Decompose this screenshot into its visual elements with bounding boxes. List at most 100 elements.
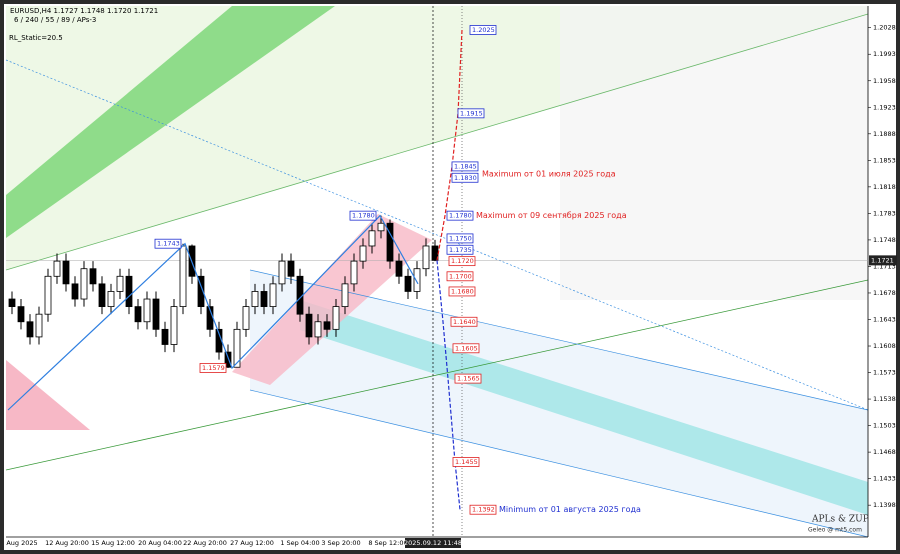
watermark-site: Geleo @ mt5.com <box>808 527 862 534</box>
level-label: 1.1915 <box>460 109 483 117</box>
candle-body <box>287 260 295 277</box>
candle-body <box>134 306 142 323</box>
level-box <box>452 343 480 354</box>
candle-body <box>314 321 322 338</box>
candle-body <box>80 268 88 300</box>
x-tick-label: 12 Aug 20:00 <box>45 539 89 547</box>
y-tick-label: 1.1538 <box>873 395 896 403</box>
y-tick-label: 1.1468 <box>873 448 896 456</box>
candle-body <box>8 298 16 308</box>
level-label: 1.1680 <box>451 287 474 295</box>
y-tick-label: 1.1398 <box>873 501 896 509</box>
zigzag <box>7 214 419 411</box>
level-label: 1.1640 <box>453 318 476 326</box>
x-tick-label: 27 Aug 12:00 <box>230 539 274 547</box>
level-box <box>446 210 474 221</box>
level-label: 1.1780 <box>352 212 375 220</box>
level-box <box>446 244 474 255</box>
level-box <box>446 271 474 282</box>
x-tick-label: 3 Sep 20:00 <box>321 539 360 547</box>
level-label: 1.2025 <box>472 26 495 34</box>
candle-body <box>224 351 232 368</box>
candle-body <box>377 222 385 232</box>
gray-zone <box>560 6 868 300</box>
candle-body <box>395 260 403 277</box>
level-box <box>349 210 377 221</box>
params-header: 6 / 240 / 55 / 89 / APs-3 <box>14 16 96 24</box>
candle-body <box>242 306 250 330</box>
candle-body <box>386 222 394 262</box>
watermark-title: APLs & ZUP <box>811 515 869 525</box>
x-tick-label: 22 Aug 20:00 <box>183 539 227 547</box>
candle-body <box>368 230 376 247</box>
level-label: 1.1780 <box>449 212 472 220</box>
candle-body <box>125 275 133 308</box>
candle-body <box>107 291 115 308</box>
y-tick-label: 1.1713 <box>873 262 896 270</box>
y-tick-label: 1.1573 <box>873 369 896 377</box>
cyan-channel <box>300 300 868 515</box>
y-tick-label: 1.1853 <box>873 156 896 164</box>
y-tick-label: 1.1643 <box>873 315 896 323</box>
candle-body <box>98 283 106 308</box>
level-label: 1.1830 <box>454 174 477 182</box>
level-box <box>452 457 480 467</box>
level-box <box>446 233 474 244</box>
level-label: 1.1392 <box>472 506 495 514</box>
y-tick-label: 1.1993 <box>873 50 896 58</box>
level-box <box>448 256 476 267</box>
level-box <box>454 373 482 384</box>
level-box <box>154 238 182 249</box>
annotation: Maximum от 01 июля 2025 года <box>482 169 616 178</box>
candle-body <box>341 283 349 308</box>
x-tick-label: 20 Aug 04:00 <box>138 539 182 547</box>
annotation: Minimum от 01 августа 2025 года <box>499 505 641 514</box>
y-tick-label: 1.1888 <box>873 130 896 138</box>
level-box <box>451 172 479 183</box>
y-tick-label: 1.1748 <box>873 236 896 244</box>
candle-body <box>143 298 151 323</box>
level-label: 1.1743 <box>157 240 180 248</box>
y-tick-label: 1.1958 <box>873 77 896 85</box>
candle-body <box>179 245 187 308</box>
y-tick-label: 1.1503 <box>873 422 896 430</box>
y-tick-label: 1.1783 <box>873 209 896 217</box>
cursor-time: 2025.09.12 11:48 <box>404 539 462 547</box>
candle-body <box>269 283 277 308</box>
candle-body <box>404 275 412 292</box>
x-tick-label: Aug 2025 <box>6 539 37 547</box>
y-tick-label: 1.1608 <box>873 342 896 350</box>
y-tick-label: 1.1923 <box>873 103 896 111</box>
current-price-box <box>869 255 897 266</box>
level-box <box>469 504 497 515</box>
level-label: 1.1845 <box>454 162 477 170</box>
candle-body <box>278 260 286 285</box>
green-channel <box>6 6 335 238</box>
candle-body <box>35 313 43 338</box>
level-box <box>448 286 476 297</box>
candle-body <box>350 260 358 285</box>
trend-line <box>5 279 869 471</box>
level-label: 1.1720 <box>451 257 474 265</box>
cursor-time-box <box>405 538 461 548</box>
projection-up <box>436 29 463 261</box>
y-tick-label: 1.1818 <box>873 183 896 191</box>
level-label: 1.1735 <box>449 246 472 254</box>
candle-body <box>233 328 241 368</box>
candle-body <box>422 245 430 270</box>
x-tick-label: 1 Sep 04:00 <box>280 539 319 547</box>
level-box <box>450 316 478 327</box>
channel-line <box>249 269 869 411</box>
candle-body <box>152 298 160 330</box>
level-box <box>451 161 479 172</box>
candle-body <box>17 306 25 323</box>
candle-body <box>332 306 340 330</box>
level-box <box>469 25 497 35</box>
x-tick-label: 15 Aug 12:00 <box>91 539 135 547</box>
y-tick-label: 1.2028 <box>873 24 896 32</box>
level-label: 1.1605 <box>455 344 478 352</box>
level-label: 1.1455 <box>455 458 478 466</box>
annotation: Maximum от 09 сентября 2025 года <box>476 211 627 220</box>
candle-body <box>44 275 52 315</box>
level-label: 1.1700 <box>449 272 472 280</box>
